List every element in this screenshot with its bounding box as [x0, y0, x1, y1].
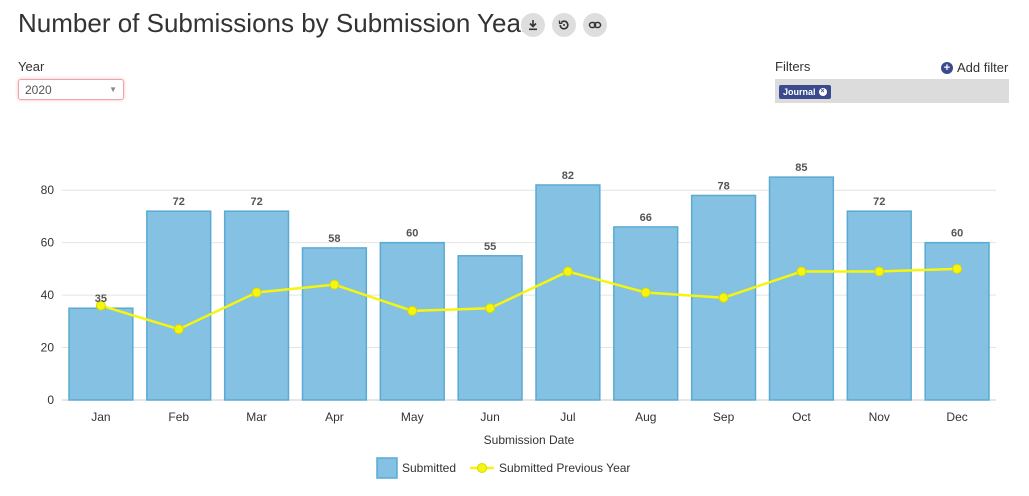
x-tick-label: Nov	[869, 410, 890, 424]
filter-bar: Journal ×	[775, 79, 1009, 103]
bar-value-label: 82	[562, 170, 574, 182]
link-icon	[588, 21, 602, 29]
line-point	[329, 279, 340, 290]
line-point	[874, 266, 885, 277]
download-button[interactable]	[521, 13, 545, 37]
x-tick-label: Jul	[560, 410, 575, 424]
x-tick-label: May	[401, 410, 424, 424]
legend-swatch-bar	[376, 457, 398, 479]
x-tick-label: Oct	[792, 410, 811, 424]
line-point	[718, 292, 729, 303]
line-point	[173, 324, 184, 335]
add-filter-label: Add filter	[957, 60, 1009, 75]
legend-label-previous-year: Submitted Previous Year	[499, 461, 630, 475]
bar-value-label: 66	[640, 212, 652, 224]
reset-button[interactable]	[552, 13, 576, 37]
bar	[146, 210, 212, 401]
year-select[interactable]: 2020 ▼	[18, 79, 124, 100]
x-tick-label: Feb	[168, 410, 189, 424]
y-tick-label: 60	[41, 236, 55, 250]
x-tick-label: Apr	[325, 410, 344, 424]
page-title: Number of Submissions by Submission Year	[18, 8, 530, 38]
line-point	[640, 287, 651, 298]
line-series	[100, 267, 958, 331]
bar-value-label: 55	[484, 241, 496, 253]
link-button[interactable]	[583, 13, 607, 37]
y-tick-label: 40	[41, 288, 55, 302]
bar-value-label: 72	[250, 196, 262, 208]
line-point	[562, 266, 573, 277]
filters-label: Filters	[775, 59, 811, 74]
bar-value-label: 72	[873, 196, 885, 208]
bar-value-label: 60	[951, 228, 963, 240]
year-select-value: 2020	[25, 82, 52, 97]
year-label: Year	[18, 59, 45, 74]
x-axis-label: Submission Date	[484, 433, 575, 447]
x-tick-label: Sep	[713, 410, 735, 424]
x-tick-label: Jan	[91, 410, 110, 424]
bar	[613, 226, 679, 401]
line-point	[95, 300, 106, 311]
line-point	[796, 266, 807, 277]
bar-value-label: 35	[95, 293, 107, 305]
filter-chip-label: Journal	[783, 87, 816, 97]
bar	[457, 255, 523, 401]
close-icon[interactable]: ×	[818, 88, 827, 96]
bar	[379, 241, 445, 401]
bar	[535, 184, 601, 401]
x-tick-label: Aug	[635, 410, 656, 424]
x-tick-label: Dec	[946, 410, 967, 424]
bar-value-label: 78	[717, 180, 729, 192]
y-tick-label: 0	[47, 393, 54, 407]
line-point	[952, 263, 963, 274]
bar	[768, 176, 835, 401]
legend-swatch-point	[477, 463, 487, 473]
bar	[846, 210, 912, 401]
x-tick-label: Jun	[480, 410, 499, 424]
download-icon	[529, 20, 537, 31]
title-actions	[521, 13, 607, 37]
filter-chip-journal[interactable]: Journal ×	[779, 85, 831, 99]
line-point	[485, 303, 496, 314]
reset-icon	[558, 20, 569, 30]
submissions-chart: 0 20 40 60 80 Jan Feb Mar Apr May Jun Jul Aug Sep Oct N…	[41, 162, 996, 479]
add-filter-button[interactable]: + Add filter	[941, 60, 1008, 75]
bar	[301, 247, 368, 401]
y-tick-label: 20	[41, 341, 55, 355]
x-tick-label: Mar	[246, 410, 267, 424]
bar-value-label: 85	[795, 162, 807, 174]
chevron-down-icon: ▼	[109, 85, 117, 94]
y-tick-label: 80	[41, 183, 55, 197]
line-point	[251, 287, 262, 298]
bar	[223, 210, 290, 401]
bar-value-label: 72	[173, 196, 185, 208]
plus-icon: +	[941, 61, 953, 74]
bar	[68, 307, 134, 401]
legend-label-submitted: Submitted	[402, 461, 456, 475]
bar-value-label: 58	[328, 233, 340, 245]
line-point	[407, 305, 418, 316]
bar-value-label: 60	[406, 228, 418, 240]
